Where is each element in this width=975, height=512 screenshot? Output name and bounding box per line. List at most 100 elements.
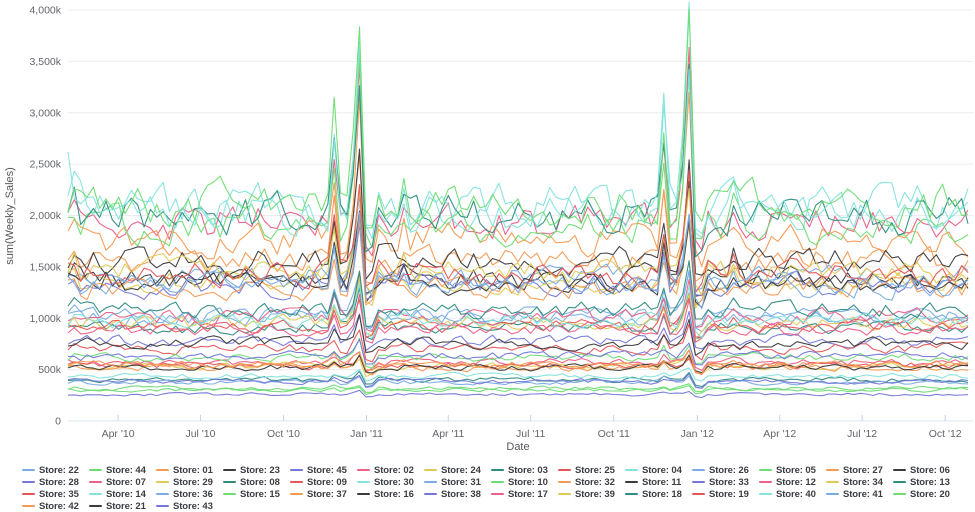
legend-item[interactable]: Store: 29 [156,476,223,488]
legend-item[interactable]: Store: 44 [89,464,156,476]
legend-item[interactable]: Store: 24 [424,464,491,476]
legend-label: Store: 40 [776,488,816,500]
legend-item[interactable]: Store: 07 [89,476,156,488]
legend-label: Store: 35 [39,488,79,500]
legend-label: Store: 33 [709,476,749,488]
x-tick-label: Jul '12 [847,428,877,440]
legend-item[interactable]: Store: 16 [357,488,424,500]
series-line-store-21 [67,314,969,356]
legend-label: Store: 11 [642,476,682,488]
legend-item[interactable]: Store: 41 [826,488,893,500]
legend-item[interactable]: Store: 01 [156,464,223,476]
legend-item[interactable]: Store: 20 [893,488,960,500]
legend-item[interactable]: Store: 06 [893,464,960,476]
y-tick-label: 1,500k [29,261,61,273]
x-tick-label: Apr '11 [432,428,464,440]
series-line-store-35 [67,297,969,343]
legend-item[interactable]: Store: 36 [156,488,223,500]
legend: Store: 22 Store: 44 Store: 01 Store: 23 Stor… [0,464,975,512]
legend-item[interactable]: Store: 43 [156,500,223,512]
series-line-store-25 [67,323,969,363]
legend-item[interactable]: Store: 31 [424,476,491,488]
legend-item[interactable]: Store: 27 [826,464,893,476]
legend-item[interactable]: Store: 39 [558,488,625,500]
legend-label: Store: 34 [843,476,883,488]
legend-item[interactable]: Store: 03 [491,464,558,476]
legend-swatch-line [156,480,169,484]
legend-item[interactable]: Store: 17 [491,488,558,500]
legend-swatch-line [22,492,35,496]
legend-label: Store: 02 [374,464,414,476]
series-line-store-3 [67,370,969,388]
x-tick-label: Apr '10 [102,428,135,440]
legend-item[interactable]: Store: 38 [424,488,491,500]
legend-item[interactable]: Store: 35 [22,488,89,500]
legend-item[interactable]: Store: 26 [692,464,759,476]
legend-item[interactable]: Store: 30 [357,476,424,488]
x-tick-label: Jan '12 [681,428,715,440]
legend-item[interactable]: Store: 21 [89,500,156,512]
series-line-store-34 [67,277,969,340]
legend-item[interactable]: Store: 37 [290,488,357,500]
legend-label: Store: 01 [173,464,213,476]
legend-swatch-line [692,468,705,472]
legend-swatch-line [89,468,102,472]
legend-swatch-line [357,492,370,496]
series-line-store-20 [67,8,969,229]
legend-item[interactable]: Store: 32 [558,476,625,488]
legend-swatch-line [424,468,437,472]
legend-swatch-line [491,492,504,496]
series-line-store-41 [67,211,969,310]
legend-item[interactable]: Store: 13 [893,476,960,488]
legend-item[interactable]: Store: 33 [692,476,759,488]
legend-item[interactable]: Store: 28 [22,476,89,488]
legend-label: Store: 16 [374,488,414,500]
legend-item[interactable]: Store: 45 [290,464,357,476]
series-line-store-14 [67,41,969,237]
x-tick-label: Oct '10 [267,428,300,440]
legend-item[interactable]: Store: 19 [692,488,759,500]
legend-item[interactable]: Store: 34 [826,476,893,488]
legend-swatch-line [826,468,839,472]
legend-label: Store: 12 [776,476,816,488]
legend-label: Store: 18 [642,488,682,500]
legend-item[interactable]: Store: 22 [22,464,89,476]
x-tick-label: Oct '12 [929,428,962,440]
series-line-store-27 [67,91,969,267]
legend-label: Store: 36 [173,488,213,500]
legend-item[interactable]: Store: 11 [625,476,692,488]
legend-item[interactable]: Store: 40 [759,488,826,500]
legend-label: Store: 07 [106,476,146,488]
legend-swatch-line [223,468,236,472]
legend-label: Store: 15 [240,488,280,500]
legend-item[interactable]: Store: 12 [759,476,826,488]
series-line-store-42 [67,349,969,375]
legend-item[interactable]: Store: 09 [290,476,357,488]
legend-item[interactable]: Store: 04 [625,464,692,476]
legend-item[interactable]: Store: 15 [223,488,290,500]
legend-item[interactable]: Store: 14 [89,488,156,500]
legend-label: Store: 23 [240,464,280,476]
legend-item[interactable]: Store: 23 [223,464,290,476]
legend-label: Store: 29 [173,476,213,488]
series-line-store-28 [67,218,969,301]
legend-item[interactable]: Store: 18 [625,488,692,500]
legend-item[interactable]: Store: 10 [491,476,558,488]
weekly-sales-line-chart: sum(Weekly_Sales) Date 0 500k 1,000k 1,500k… [4,1,973,453]
legend-item[interactable]: Store: 02 [357,464,424,476]
legend-label: Store: 24 [441,464,481,476]
series-line-store-1 [67,154,969,285]
legend-swatch-line [89,480,102,484]
legend-item[interactable]: Store: 05 [759,464,826,476]
legend-label: Store: 42 [39,500,79,512]
legend-swatch-line [357,468,370,472]
legend-item[interactable]: Store: 08 [223,476,290,488]
legend-swatch-line [692,492,705,496]
legend-swatch-line [893,480,906,484]
legend-swatch-line [89,492,102,496]
y-tick-label: 500k [38,364,62,376]
legend-item[interactable]: Store: 42 [22,500,89,512]
x-axis-title: Date [506,441,529,453]
legend-item[interactable]: Store: 25 [558,464,625,476]
